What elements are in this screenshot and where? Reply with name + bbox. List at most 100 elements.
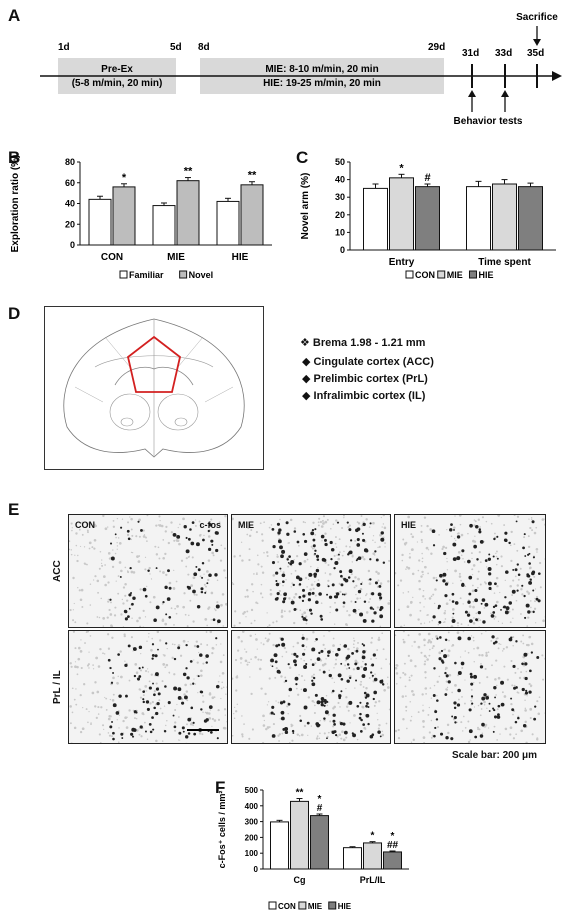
y-tick-label: 10 [335, 227, 345, 237]
legend-label: Familiar [129, 270, 164, 280]
significance-marker: ## [387, 840, 399, 851]
day-8d: 8d [198, 42, 210, 53]
y-tick-label: 20 [335, 210, 345, 220]
y-tick-label: 50 [335, 157, 345, 167]
micrograph-prl-hie [394, 630, 546, 744]
day-5d: 5d [170, 42, 182, 53]
region-il: ◆ Infralimbic cortex (IL) [302, 390, 426, 402]
significance-marker: * [371, 831, 375, 842]
legend-swatch [179, 270, 188, 279]
behavior-arrowhead-33d [501, 90, 509, 97]
micrograph-acc-mie: MIE [231, 514, 391, 628]
micrograph-acc-con: CON c-fos [68, 514, 228, 628]
timeline-arrowhead [552, 71, 562, 81]
day-33d: 33d [495, 48, 512, 59]
micrograph-texture [395, 631, 545, 743]
micrograph-texture [395, 515, 545, 627]
bregma-label: ❖ Brema 1.98 - 1.21 mm [300, 337, 426, 349]
bar [240, 184, 264, 246]
day-31d: 31d [462, 48, 479, 59]
significance-marker: # [424, 172, 430, 184]
micro-label-mie: MIE [238, 520, 255, 530]
panel-letter-b: B [8, 148, 21, 167]
y-tick-label: 400 [245, 802, 259, 811]
preex-protocol: (5-8 m/min, 20 min) [72, 78, 163, 89]
bar [363, 187, 388, 251]
micrograph-texture [69, 515, 227, 627]
scale-bar [187, 729, 219, 731]
legend-swatch [119, 270, 128, 279]
panel-letter-c: C [296, 148, 309, 167]
legend-swatch [328, 901, 337, 910]
behavior-label: Behavior tests [454, 116, 523, 127]
roi-pentagon [126, 335, 182, 393]
legend-label: MIE [447, 270, 463, 280]
significance-marker: ** [296, 788, 304, 799]
preex-label: Pre-Ex [101, 64, 133, 75]
timeline-figure: 1d 5d 8d 29d 31d 33d 35d Pre-Ex (5-8 m/m… [40, 12, 562, 127]
chart-novel-arm: 0 10 20 30 40 50 Novel arm (%) Entry Time spent *… [300, 157, 556, 280]
panel-letter-d: D [8, 304, 21, 323]
scale-bar-label: Scale bar: 200 μm [452, 750, 538, 761]
legend-label: Novel [189, 270, 214, 280]
legend-label: CON [278, 902, 296, 911]
y-axis-label: c-Fos⁺ cells / mm² [217, 791, 227, 869]
significance-marker: * [122, 172, 127, 184]
panel-letter-f: F [215, 778, 226, 797]
bar [216, 200, 240, 246]
bar [415, 186, 440, 251]
micrograph-prl-con [68, 630, 228, 744]
bar [518, 186, 543, 251]
sacrifice-arrowhead [533, 39, 541, 46]
bar [492, 183, 517, 251]
hie-protocol: HIE: 19-25 m/min, 20 min [263, 78, 381, 89]
legend-swatch [437, 270, 446, 279]
micrograph-acc-hie: HIE [394, 514, 546, 628]
atlas-frame [44, 306, 264, 470]
legend-swatch [298, 901, 307, 910]
x-tick-label: HIE [232, 252, 249, 263]
legend-label: HIE [478, 270, 493, 280]
bar [152, 205, 176, 246]
significance-marker: * [318, 794, 322, 805]
row-label-acc: ACC [52, 560, 63, 582]
legend-label: MIE [308, 902, 323, 911]
day-1d: 1d [58, 42, 70, 53]
legend-swatch [468, 270, 477, 279]
behavior-arrowhead-31d [468, 90, 476, 97]
region-prl: ◆ Prelimbic cortex (PrL) [302, 373, 428, 385]
bar [176, 180, 200, 246]
y-tick-label: 30 [335, 192, 345, 202]
brain-section-drawing [63, 318, 245, 458]
legend-label: HIE [338, 902, 352, 911]
row-label-prl-il: PrL / IL [52, 670, 63, 704]
legend-swatch [405, 270, 414, 279]
y-tick-label: 100 [245, 849, 259, 858]
significance-marker: * [399, 162, 404, 174]
y-tick-label: 60 [65, 178, 75, 188]
y-tick-label: 0 [340, 245, 345, 255]
micrograph-texture [232, 631, 390, 743]
x-tick-label: MIE [167, 252, 185, 263]
micrograph-prl-mie [231, 630, 391, 744]
significance-marker: ** [184, 166, 193, 178]
micro-label-hie: HIE [401, 520, 417, 530]
bar [343, 847, 362, 870]
micro-label-con: CON [75, 520, 95, 530]
day-29d: 29d [428, 42, 445, 53]
significance-marker: ** [248, 170, 257, 182]
bar [310, 815, 329, 870]
y-tick-label: 40 [335, 175, 345, 185]
y-tick-label: 0 [70, 240, 75, 250]
sacrifice-label: Sacrifice [516, 12, 558, 23]
y-tick-label: 300 [245, 818, 259, 827]
bar [383, 851, 402, 870]
panel-letter-a: A [8, 6, 21, 25]
x-tick-label: PrL/IL [360, 875, 386, 885]
bar [112, 186, 136, 246]
bar [389, 177, 414, 251]
chart-exploration-ratio: 0 20 40 60 80 Exploration ratio (%) CON MIE HIE *… [10, 155, 272, 280]
day-35d: 35d [527, 48, 544, 59]
y-tick-label: 500 [245, 786, 259, 795]
x-tick-label: CON [101, 252, 123, 263]
